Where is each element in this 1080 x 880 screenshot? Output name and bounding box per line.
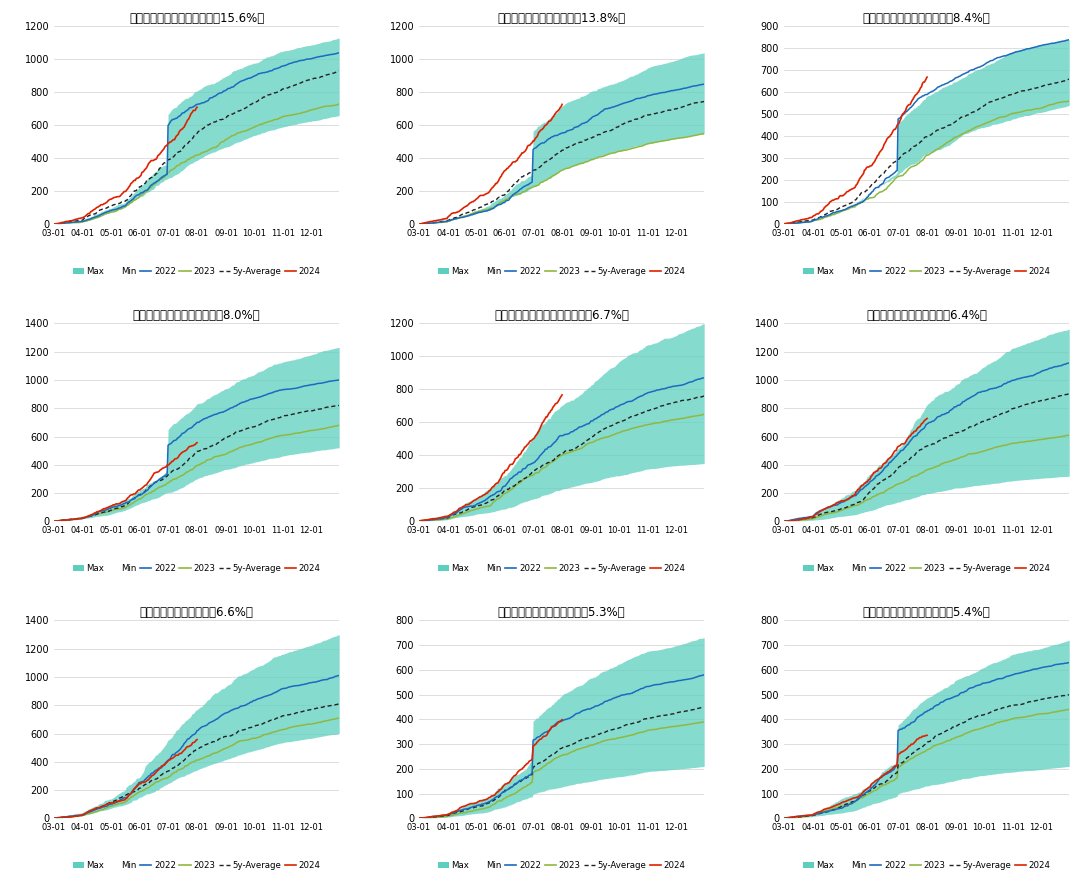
Legend: Max, Min, 2022, 2023, 5y-Average, 2024: Max, Min, 2022, 2023, 5y-Average, 2024 bbox=[434, 858, 689, 874]
Title: 信岁州累计降雨（产量：6.6%）: 信岁州累计降雨（产量：6.6%） bbox=[139, 606, 254, 620]
Title: 北达科他州累计降雨（产量：5.3%）: 北达科他州累计降雨（产量：5.3%） bbox=[498, 606, 625, 620]
Legend: Max, Min, 2022, 2023, 5y-Average, 2024: Max, Min, 2022, 2023, 5y-Average, 2024 bbox=[434, 561, 689, 576]
Title: 伊利诺伊州累计降雨（产量：15.6%）: 伊利诺伊州累计降雨（产量：15.6%） bbox=[129, 12, 265, 26]
Legend: Max, Min, 2022, 2023, 5y-Average, 2024: Max, Min, 2022, 2023, 5y-Average, 2024 bbox=[69, 264, 324, 280]
Legend: Max, Min, 2022, 2023, 5y-Average, 2024: Max, Min, 2022, 2023, 5y-Average, 2024 bbox=[434, 264, 689, 280]
Legend: Max, Min, 2022, 2023, 5y-Average, 2024: Max, Min, 2022, 2023, 5y-Average, 2024 bbox=[799, 858, 1054, 874]
Legend: Max, Min, 2022, 2023, 5y-Average, 2024: Max, Min, 2022, 2023, 5y-Average, 2024 bbox=[69, 561, 324, 576]
Title: 印第安纳州累计降雨（产量：8.0%）: 印第安纳州累计降雨（产量：8.0%） bbox=[133, 309, 260, 322]
Title: 密苏里州累计降雨（产量：6.4%）: 密苏里州累计降雨（产量：6.4%） bbox=[866, 309, 987, 322]
Title: 内布拉斯加州累计降雨（产量：6.7%）: 内布拉斯加州累计降雨（产量：6.7%） bbox=[495, 309, 629, 322]
Title: 南达科他州累计降雨（产量：5.4%）: 南达科他州累计降雨（产量：5.4%） bbox=[863, 606, 990, 620]
Title: 明尼苏达州累计降雨（产量：8.4%）: 明尼苏达州累计降雨（产量：8.4%） bbox=[863, 12, 990, 26]
Legend: Max, Min, 2022, 2023, 5y-Average, 2024: Max, Min, 2022, 2023, 5y-Average, 2024 bbox=[69, 858, 324, 874]
Legend: Max, Min, 2022, 2023, 5y-Average, 2024: Max, Min, 2022, 2023, 5y-Average, 2024 bbox=[799, 264, 1054, 280]
Title: 爱荷华州累计降雨（产量：13.8%）: 爱荷华州累计降雨（产量：13.8%） bbox=[498, 12, 625, 26]
Legend: Max, Min, 2022, 2023, 5y-Average, 2024: Max, Min, 2022, 2023, 5y-Average, 2024 bbox=[799, 561, 1054, 576]
